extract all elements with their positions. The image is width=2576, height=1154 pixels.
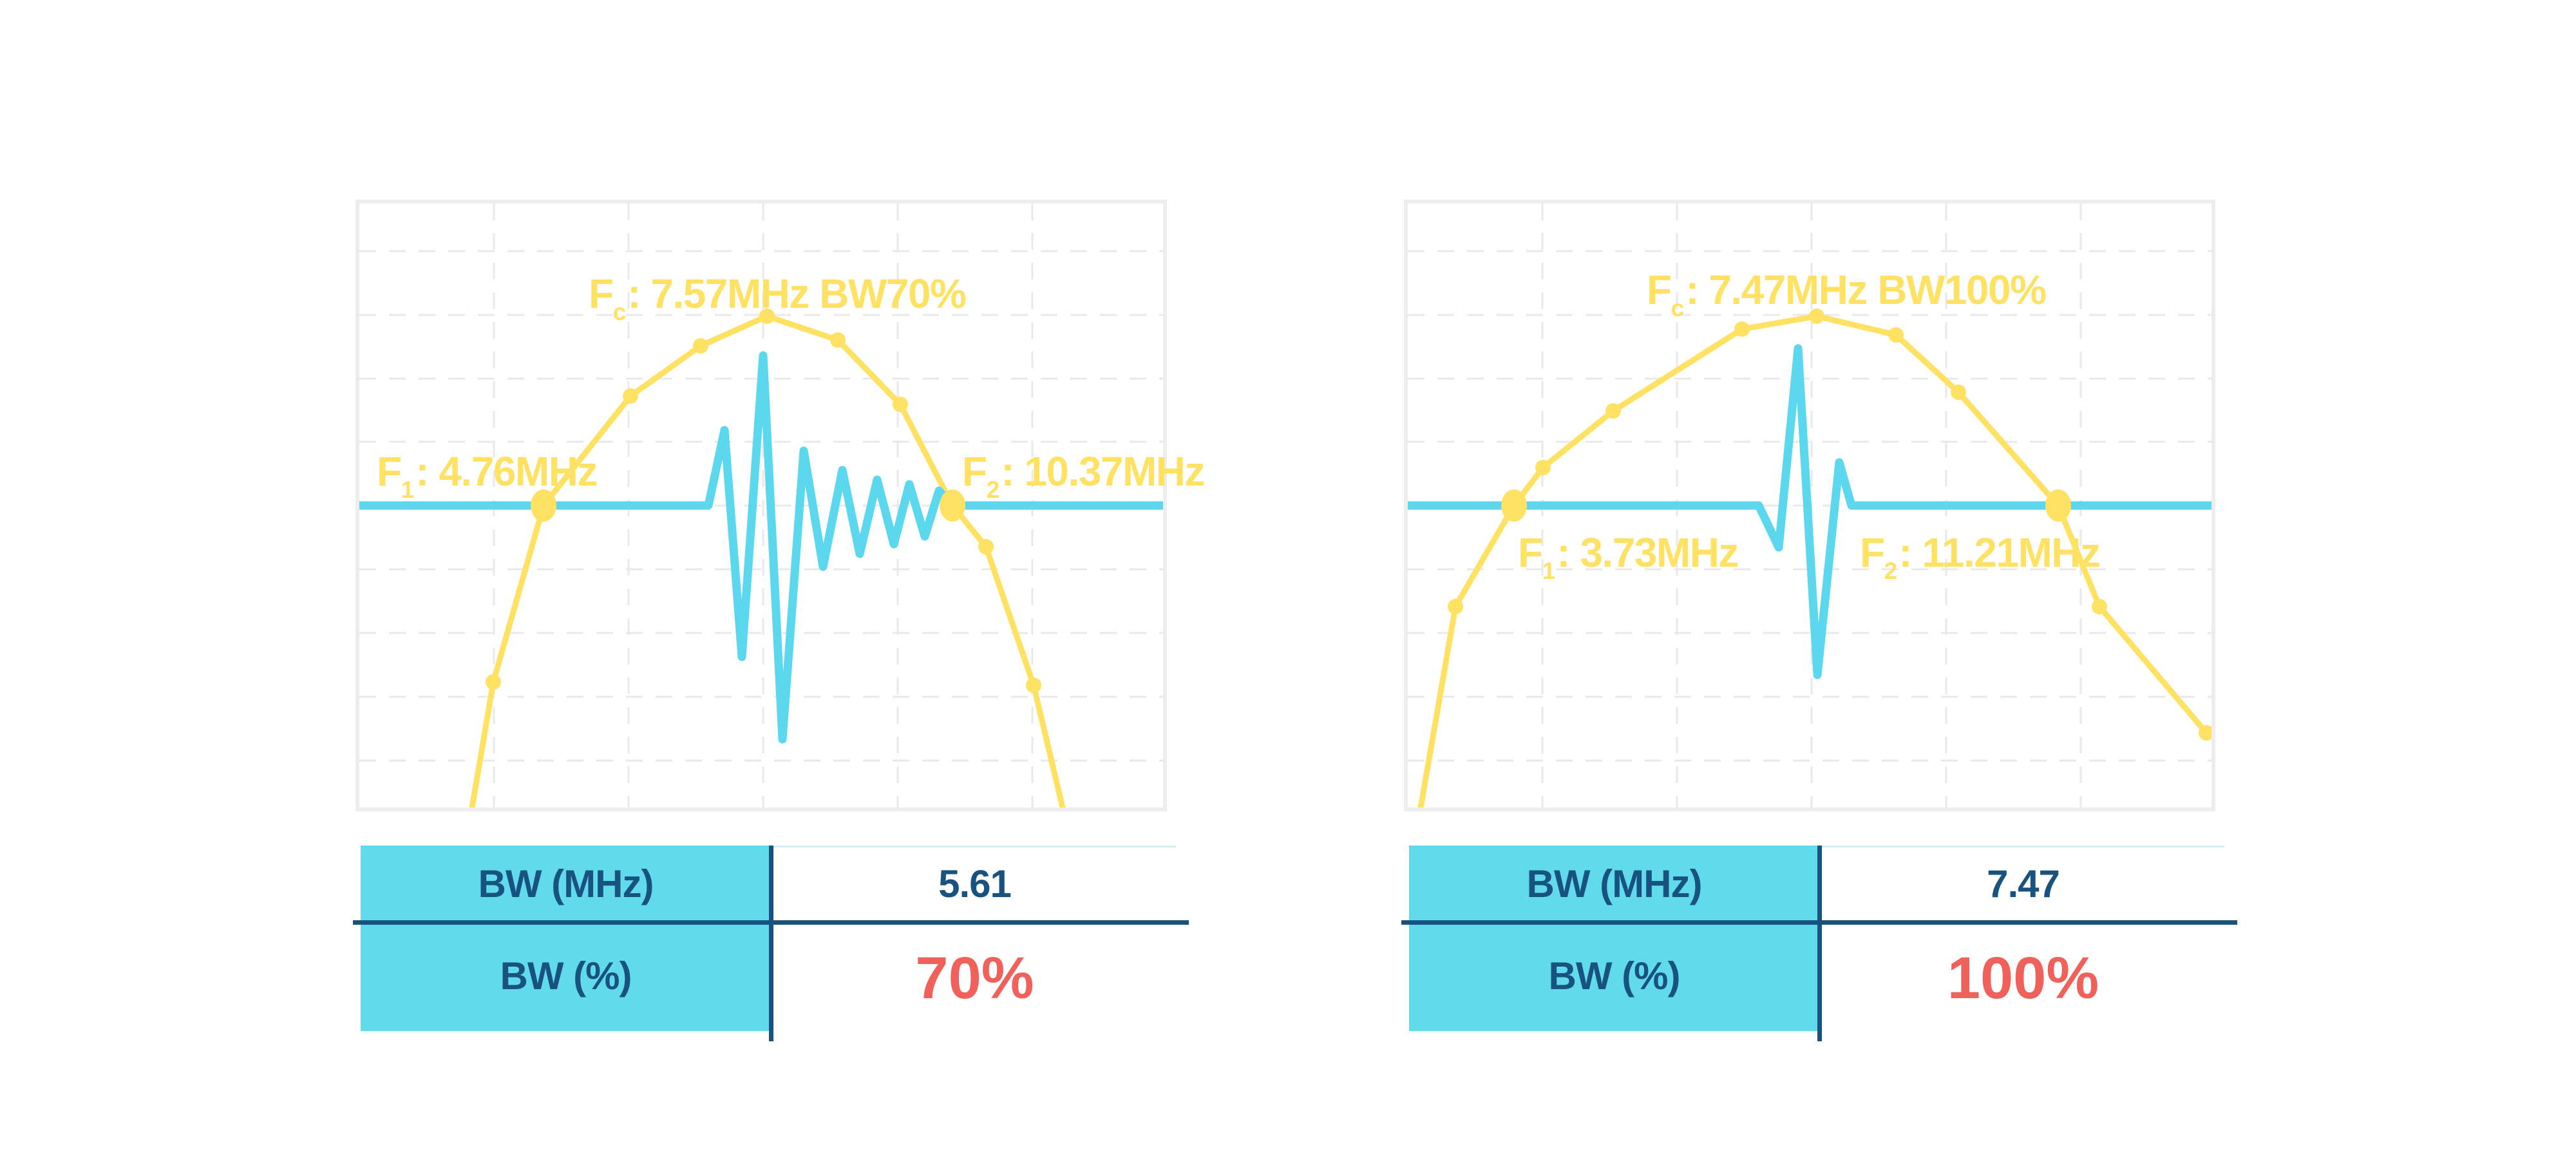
bw-mhz-row-value: 5.61 bbox=[938, 862, 1012, 905]
data-point-marker bbox=[759, 308, 775, 324]
chart-frame-right bbox=[1404, 200, 2215, 811]
crossing-point-marker bbox=[940, 489, 965, 522]
f1-label-left: F1: 4.76MHz bbox=[377, 448, 598, 503]
bw-table-value-column bbox=[771, 846, 1179, 1031]
pulse-waveform bbox=[359, 351, 1163, 744]
f2-label-left: F2: 10.37MHz bbox=[962, 448, 1206, 503]
f1-label-prefix: F bbox=[1518, 529, 1543, 576]
data-point-marker bbox=[1951, 384, 1966, 400]
fc-label-prefix: F bbox=[589, 270, 614, 317]
bw-table-right: BW (MHz) 7.47 BW (%) 100% bbox=[1401, 846, 2237, 1045]
bw-table-header-column bbox=[1409, 846, 1819, 1031]
chart-frame-left bbox=[355, 200, 1167, 811]
fc-label-right: Fc: 7.47MHz BW100% bbox=[1647, 267, 2047, 321]
data-point-marker bbox=[1734, 321, 1750, 337]
f2-label-prefix: F bbox=[1860, 529, 1885, 576]
data-point-marker bbox=[2199, 725, 2211, 741]
spectrum-curve bbox=[1417, 313, 2210, 808]
f1-label-subscript: 1 bbox=[401, 475, 415, 503]
spectrum-markers bbox=[1448, 308, 2211, 741]
bw-table-left: BW (MHz) 5.61 BW (%) 70% bbox=[353, 846, 1189, 1045]
bw-mhz-row-label: BW (MHz) bbox=[1526, 862, 1703, 905]
data-point-marker bbox=[1888, 327, 1904, 343]
fc-label-left: Fc: 7.57MHz BW70% bbox=[589, 270, 967, 325]
bw-table-top-border bbox=[771, 846, 1176, 847]
f2-label-text: : 11.21MHz bbox=[1899, 529, 2101, 576]
crossing-point-marker bbox=[531, 489, 556, 522]
data-point-marker bbox=[693, 338, 708, 354]
crossing-point-marker bbox=[1501, 489, 1527, 522]
panel-bw70: Fc: 7.57MHz BW70% F1: 4.76MHz F2: 10.37M… bbox=[353, 0, 1206, 1154]
bw-table-column-divider bbox=[769, 846, 773, 1041]
data-point-marker bbox=[1448, 599, 1463, 614]
data-point-marker bbox=[1026, 677, 1041, 693]
data-point-marker bbox=[830, 332, 846, 348]
fc-label-text: : 7.47MHz BW100% bbox=[1685, 267, 2047, 313]
f2-label-subscript: 2 bbox=[1884, 556, 1898, 584]
pulse-waveform bbox=[1408, 344, 2211, 679]
data-point-marker bbox=[486, 674, 501, 690]
f1-label-right: F1: 3.73MHz bbox=[1518, 529, 1739, 584]
data-point-marker bbox=[893, 397, 908, 412]
spectrum-curve bbox=[469, 313, 1066, 808]
f2-label-prefix: F bbox=[962, 448, 987, 495]
f2-label-text: : 10.37MHz bbox=[1001, 448, 1205, 495]
data-point-marker bbox=[1605, 403, 1621, 419]
data-point-marker bbox=[2092, 599, 2107, 614]
bw-table-header-column bbox=[361, 846, 771, 1031]
bw-pct-row-label: BW (%) bbox=[500, 954, 632, 998]
spectrum-chart-right bbox=[1408, 203, 2211, 808]
bw-pct-row-label: BW (%) bbox=[1548, 954, 1681, 998]
data-point-marker bbox=[623, 388, 638, 404]
fc-label-subscript: c bbox=[1671, 294, 1685, 321]
fc-label-text: : 7.57MHz BW70% bbox=[627, 270, 967, 317]
fc-label-subscript: c bbox=[612, 298, 627, 325]
f1-label-prefix: F bbox=[377, 448, 402, 495]
fc-label-prefix: F bbox=[1647, 267, 1672, 313]
bw-pct-row-value: 70% bbox=[915, 945, 1034, 1011]
f1-label-text: : 3.73MHz bbox=[1557, 529, 1739, 576]
data-point-marker bbox=[978, 539, 994, 554]
f2-label-right: F2: 11.21MHz bbox=[1860, 529, 2101, 584]
f1-label-text: : 4.76MHz bbox=[415, 448, 598, 495]
f2-label-subscript: 2 bbox=[986, 475, 1000, 503]
data-point-marker bbox=[1809, 308, 1824, 324]
crossing-point-marker bbox=[2045, 489, 2071, 522]
bw-table-top-border bbox=[1819, 846, 2224, 847]
spectrum-chart-left bbox=[359, 203, 1163, 808]
bw-mhz-row-label: BW (MHz) bbox=[478, 862, 654, 905]
bw-table-value-column bbox=[1819, 846, 2227, 1031]
bw-mhz-row-value: 7.47 bbox=[1987, 862, 2060, 905]
f1-label-subscript: 1 bbox=[1542, 556, 1556, 584]
panel-bw100: Fc: 7.47MHz BW100% F1: 3.73MHz F2: 11.21… bbox=[1401, 0, 2239, 1154]
bw-pct-row-value: 100% bbox=[1947, 945, 2099, 1011]
data-point-marker bbox=[1535, 460, 1551, 475]
bw-table-column-divider bbox=[1817, 846, 1822, 1041]
spectrum-markers bbox=[486, 308, 1041, 693]
